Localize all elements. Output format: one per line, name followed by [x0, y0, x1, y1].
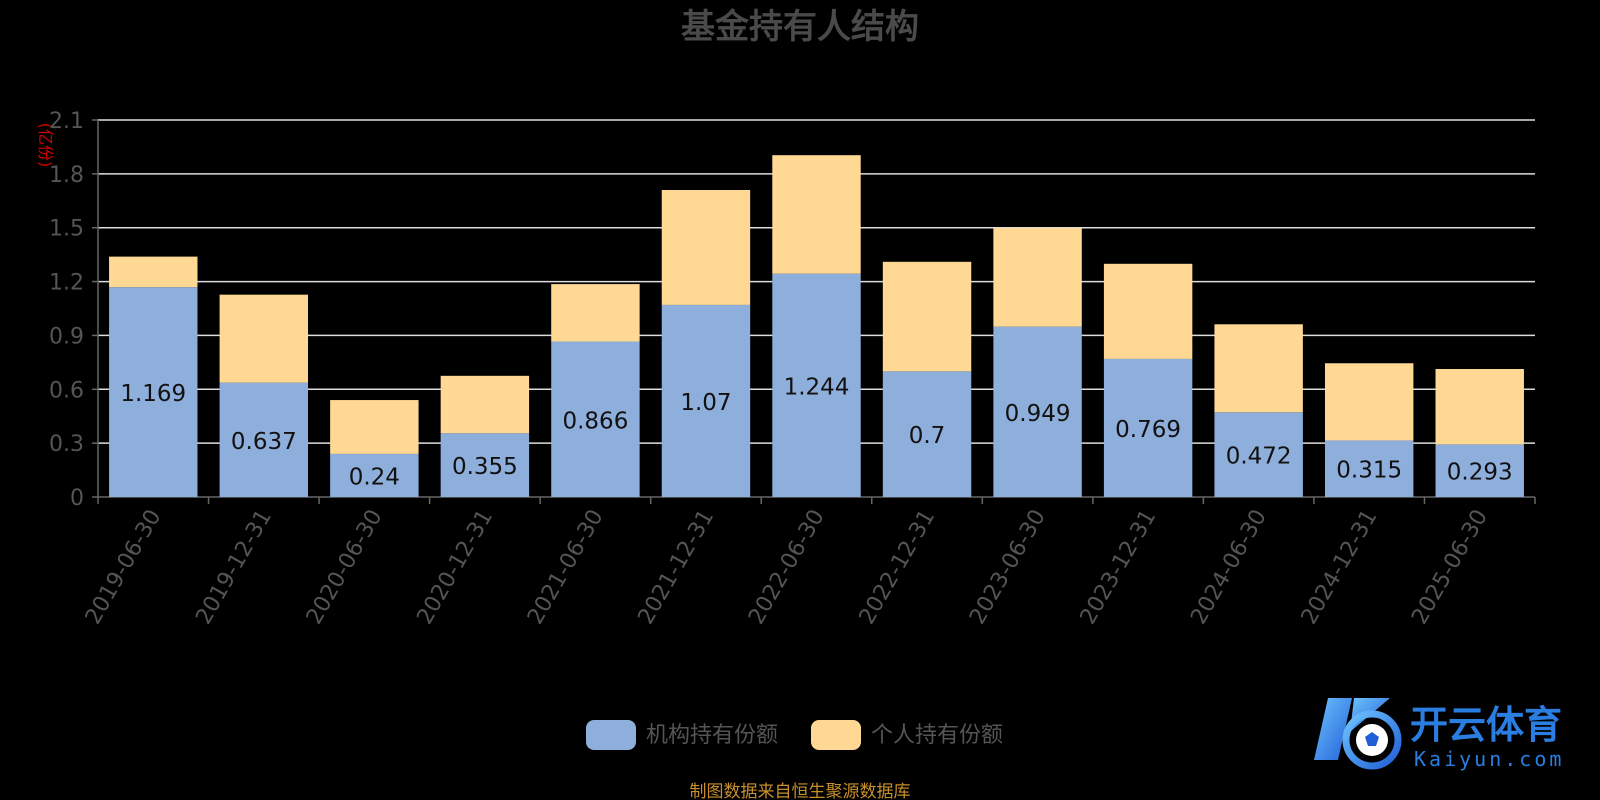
y-tick-label: 0	[70, 486, 84, 511]
x-tick-label: 2019-06-30	[81, 506, 167, 629]
bar-institutional	[330, 453, 419, 497]
bar-institutional	[882, 371, 972, 497]
bar-institutional	[661, 304, 751, 497]
x-tick-label: 2022-12-31	[855, 506, 941, 629]
legend-swatch[interactable]	[586, 720, 636, 750]
bar-data-label: 0.949	[1005, 401, 1071, 427]
legend[interactable]: 机构持有份额 个人持有份额	[586, 720, 1003, 750]
bar-individual	[1324, 363, 1414, 441]
legend-swatch[interactable]	[811, 720, 861, 750]
bar-individual	[882, 261, 972, 372]
kaiyun-logo: 开云体育 Kaiyun.com	[1310, 690, 1590, 785]
bar-data-label: 0.315	[1336, 458, 1402, 484]
logo-text-cn: 开云体育	[1410, 703, 1562, 747]
x-tick-label: 2022-06-30	[744, 506, 830, 629]
bar-individual	[1435, 368, 1524, 445]
logo-k-stroke	[1314, 698, 1352, 760]
x-tick-label: 2021-12-31	[634, 506, 720, 629]
bar-individual	[219, 294, 309, 383]
chart-title: 基金持有人结构	[681, 7, 919, 47]
y-tick-label: 0.6	[49, 378, 84, 403]
x-tick-label: 2024-12-31	[1297, 506, 1383, 629]
bar-institutional	[440, 433, 530, 497]
bar-individual	[993, 227, 1082, 327]
bar-data-label: 0.769	[1115, 417, 1181, 443]
bars: 1.169 0.637 0.24 0.355 0.866 1.07 1.244 0.7 0.94…	[109, 155, 1524, 497]
x-tick-label: 2023-06-30	[965, 506, 1051, 629]
bar-data-label: 0.472	[1226, 444, 1292, 470]
bar-data-label: 0.24	[349, 464, 400, 490]
y-tick-label: 1.2	[49, 271, 84, 296]
x-tick-label: 2020-06-30	[302, 506, 388, 629]
bar-institutional	[1324, 440, 1414, 497]
x-tick-label: 2020-12-31	[413, 506, 499, 629]
y-tick-label: 0.3	[49, 432, 84, 457]
bar-data-label: 0.293	[1447, 460, 1513, 486]
bar-institutional	[1435, 444, 1524, 497]
bar-individual	[109, 256, 198, 288]
x-tick-label: 2024-06-30	[1186, 506, 1272, 629]
bar-institutional	[993, 326, 1082, 497]
legend-label[interactable]: 个人持有份额	[871, 723, 1003, 748]
bar-data-label: 1.244	[784, 374, 850, 400]
y-tick-label: 1.8	[49, 163, 84, 188]
bar-data-label: 0.7	[909, 423, 946, 449]
bar-institutional	[772, 273, 861, 497]
bar-individual	[1103, 263, 1193, 359]
x-tick-label: 2023-12-31	[1076, 506, 1162, 629]
source-note: 制图数据来自恒生聚源数据库	[690, 782, 911, 800]
bar-individual	[551, 284, 640, 342]
logo-text-en: Kaiyun.com	[1414, 747, 1564, 771]
bar-data-label: 0.355	[452, 454, 518, 480]
bar-institutional	[109, 287, 198, 497]
bar-data-label: 0.637	[231, 429, 297, 455]
bar-institutional	[1103, 358, 1193, 497]
logo-ring	[1342, 710, 1402, 770]
legend-label[interactable]: 机构持有份额	[646, 723, 778, 748]
y-tick-label: 1.5	[49, 217, 84, 242]
x-tick-label: 2025-06-30	[1407, 506, 1493, 629]
bar-individual	[772, 155, 861, 274]
bar-institutional	[1214, 412, 1303, 497]
y-tick-label: 2.1	[49, 109, 84, 134]
bar-individual	[1214, 324, 1303, 413]
y-axis-unit: (亿份)	[36, 123, 55, 168]
y-tick-label: 0.9	[49, 324, 84, 349]
bar-individual	[661, 190, 751, 305]
x-axis-ticks: 2019-06-30 2019-12-31 2020-06-30 2020-12-31…	[81, 497, 1536, 629]
bar-institutional	[219, 382, 309, 497]
bar-institutional	[551, 341, 640, 497]
bar-data-label: 0.866	[562, 408, 628, 434]
bar-data-label: 1.07	[680, 390, 731, 416]
bar-individual	[440, 375, 530, 434]
bar-individual	[330, 400, 419, 454]
x-tick-label: 2019-12-31	[191, 506, 277, 629]
x-tick-label: 2021-06-30	[523, 506, 609, 629]
bar-data-label: 1.169	[120, 381, 186, 407]
